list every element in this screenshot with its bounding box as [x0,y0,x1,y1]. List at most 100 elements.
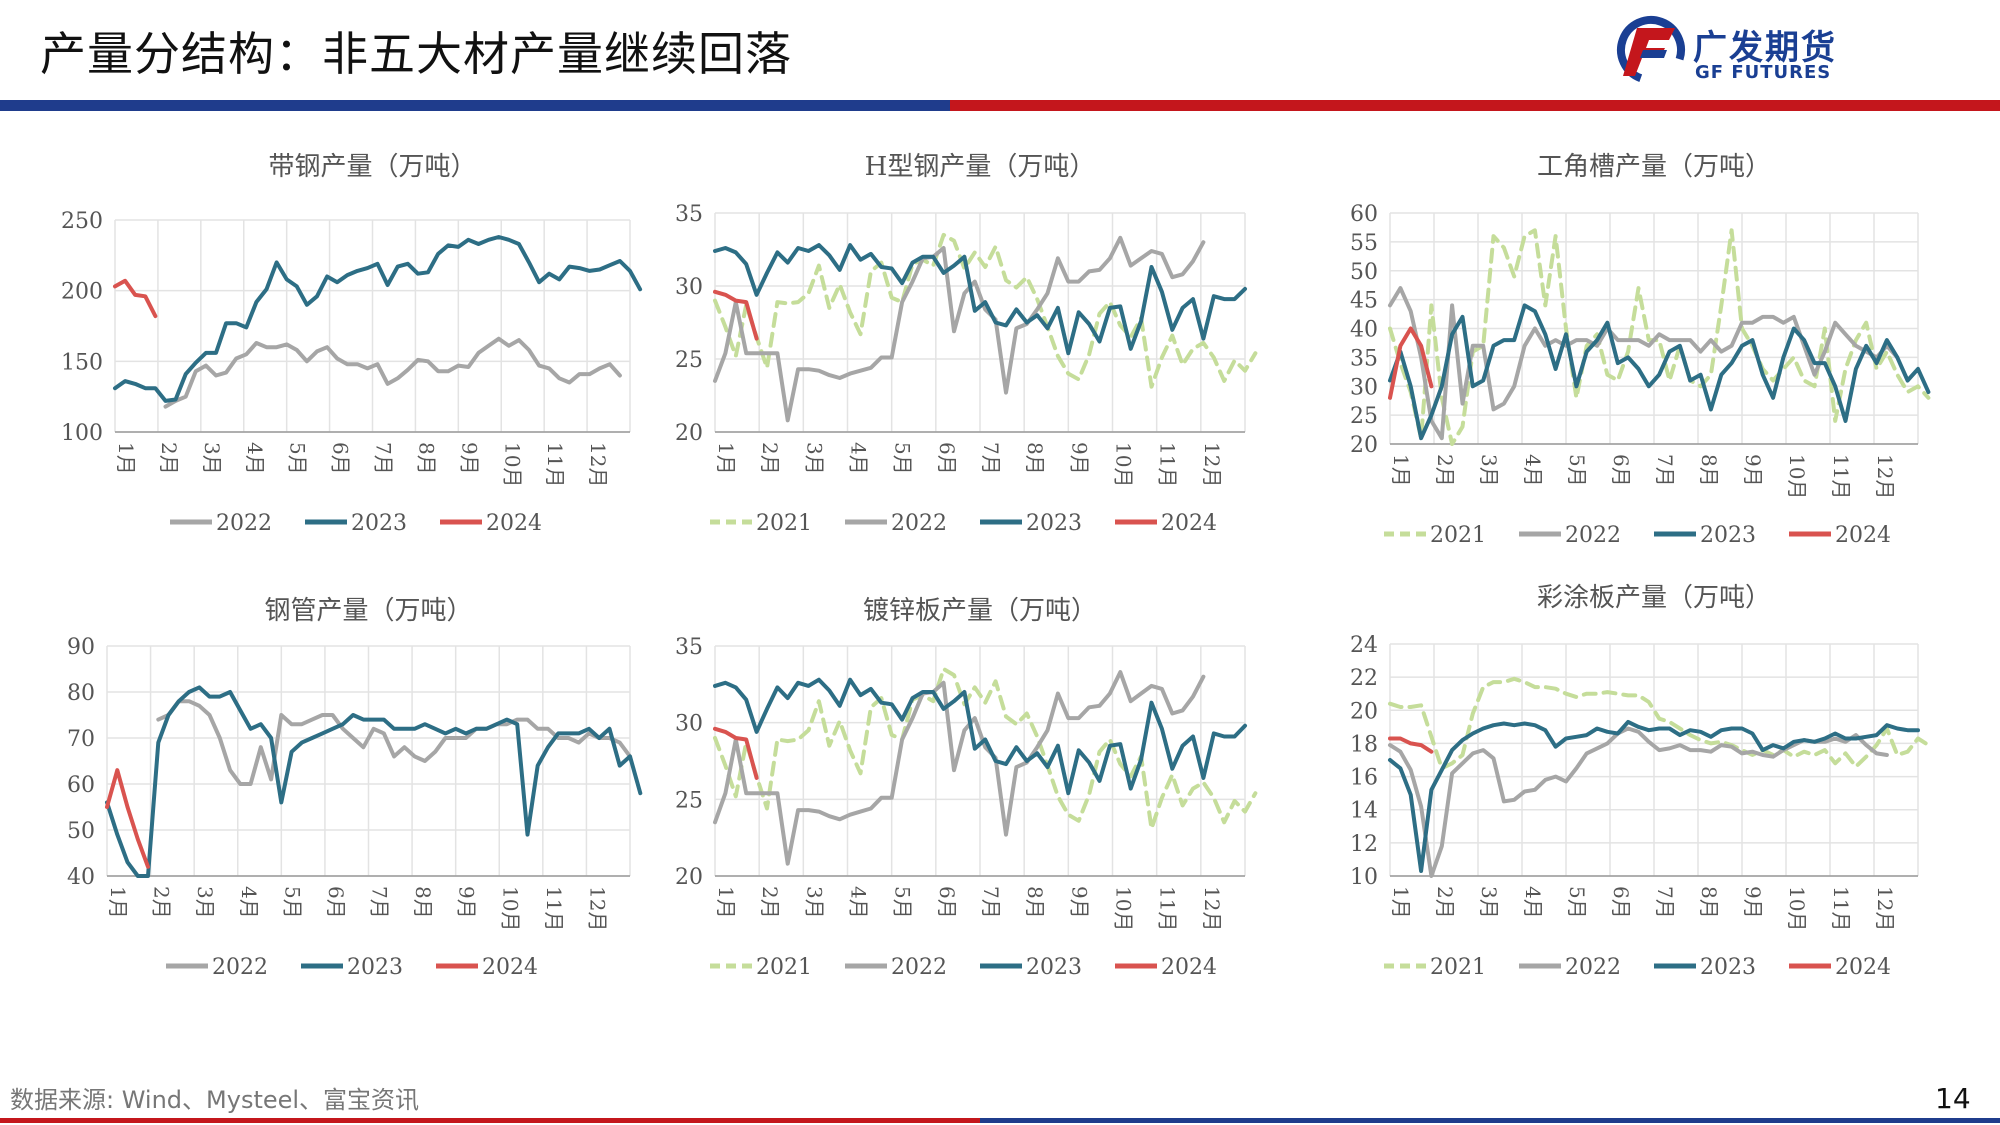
legend-label-2022: 2022 [212,955,268,980]
y-tick-label: 20 [1350,699,1378,724]
x-tick-label: 11月 [1829,886,1853,931]
x-tick-label: 12月 [585,886,609,931]
legend-label-2024: 2024 [482,955,538,980]
x-tick-label: 5月 [891,886,915,919]
y-tick-label: 25 [1350,404,1378,429]
x-tick-label: 11月 [1829,454,1853,499]
legend-label-2021: 2021 [1430,523,1486,548]
y-tick-label: 60 [67,773,95,798]
x-tick-label: 12月 [1873,886,1897,931]
x-tick-label: 9月 [1741,454,1765,487]
y-tick-label: 60 [1350,202,1378,227]
x-tick-label: 5月 [891,442,915,475]
chart-4: 钢管产量（万吨） 40 50 60 70 80 90 1月 2月 3月 4月 5月 6月 7月 8月 9月 10… [67,596,643,980]
x-tick-label: 4月 [237,886,261,919]
y-tick-label: 80 [67,681,95,706]
y-tick-label: 150 [61,350,103,375]
x-tick-label: 8月 [414,442,438,475]
series-line-2022 [156,699,632,786]
y-tick-label: 40 [67,865,95,890]
legend-label-2023: 2023 [1700,523,1756,548]
legend-label-2024: 2024 [486,511,542,536]
chart-title: 彩涂板产量（万吨） [1537,583,1771,613]
series-line-2022 [1388,286,1900,441]
x-tick-label: 12月 [1873,454,1897,499]
legend-label-2023: 2023 [347,955,403,980]
legend-label-2022: 2022 [1565,955,1621,980]
x-tick-label: 4月 [847,442,871,475]
chart-title: H型钢产量（万吨） [865,152,1096,182]
chart-3: 工角槽产量（万吨） 20 25 30 35 40 45 50 55 60 1月 2月 3月 4月 5月 6月 7… [1350,152,1931,548]
chart-title: 钢管产量（万吨） [264,596,472,626]
x-tick-label: 1月 [114,442,138,475]
x-tick-label: 6月 [324,886,348,919]
x-tick-label: 9月 [1067,442,1091,475]
series-line-2024 [1388,326,1434,400]
y-tick-label: 100 [61,421,103,446]
x-tick-label: 2月 [150,886,174,919]
x-tick-label: 10月 [500,442,524,487]
gf-logo-icon [1617,16,1685,84]
x-tick-label: 3月 [802,886,826,919]
page-number: 14 [1935,1082,1971,1115]
x-tick-label: 12月 [1200,442,1224,487]
series-line-2021 [713,232,1258,389]
legend-label-2023: 2023 [351,511,407,536]
chart-2: H型钢产量（万吨） 20 25 30 35 1月 2月 3月 4月 5月 6月 7月 8月 9月 10月 11… [675,152,1258,536]
x-tick-label: 10月 [498,886,522,931]
series-line-2023 [713,677,1247,796]
series-line-2023 [1388,303,1931,441]
x-tick-label: 3月 [200,442,224,475]
x-tick-label: 2月 [157,442,181,475]
x-tick-label: 10月 [1785,454,1809,499]
page-title: 产量分结构：非五大材产量继续回落 [40,27,792,81]
x-tick-label: 2月 [1433,454,1457,487]
legend-label-2024: 2024 [1835,955,1891,980]
x-tick-label: 10月 [1112,886,1136,931]
y-tick-label: 90 [67,635,95,660]
charts-area: 带钢产量（万吨） 100 150 200 250 1月 2月 3月 4月 5月 6月 7月 8月 9月 10… [61,152,1931,980]
x-tick-label: 8月 [1023,442,1047,475]
chart-title: 工角槽产量（万吨） [1537,152,1771,182]
y-tick-label: 35 [675,635,703,660]
x-tick-label: 7月 [1653,886,1677,919]
x-tick-label: 3月 [193,886,217,919]
y-tick-label: 70 [67,727,95,752]
y-tick-label: 10 [1350,865,1378,890]
x-tick-label: 11月 [543,442,567,487]
chart-1: 带钢产量（万吨） 100 150 200 250 1月 2月 3月 4月 5月 6月 7月 8月 9月 10… [61,152,643,536]
x-tick-label: 1月 [106,886,130,919]
legend-label-2024: 2024 [1161,511,1217,536]
x-tick-label: 1月 [1389,454,1413,487]
chart-title: 带钢产量（万吨） [268,152,476,182]
x-tick-label: 3月 [1477,454,1501,487]
y-tick-label: 24 [1350,633,1378,658]
x-tick-label: 7月 [1653,454,1677,487]
x-tick-label: 5月 [286,442,310,475]
y-tick-label: 50 [1350,260,1378,285]
x-tick-label: 6月 [935,442,959,475]
x-tick-label: 5月 [1565,454,1589,487]
x-tick-label: 6月 [1609,886,1633,919]
y-tick-label: 18 [1350,732,1378,757]
y-tick-label: 20 [675,865,703,890]
x-tick-label: 9月 [457,442,481,475]
logo-chinese-text: 广发期货 [1693,28,1837,68]
x-tick-label: 1月 [1389,886,1413,919]
legend-label-2022: 2022 [891,511,947,536]
footer-divider [0,1118,2000,1123]
x-tick-label: 10月 [1112,442,1136,487]
y-tick-label: 35 [1350,346,1378,371]
x-tick-label: 12月 [586,442,610,487]
legend-label-2023: 2023 [1026,955,1082,980]
y-tick-label: 20 [675,421,703,446]
x-tick-label: 6月 [1609,454,1633,487]
x-tick-label: 12月 [1200,886,1224,931]
x-tick-label: 11月 [542,886,566,931]
legend-label-2022: 2022 [216,511,272,536]
x-tick-label: 6月 [329,442,353,475]
x-tick-label: 2月 [1433,886,1457,919]
series-line-2022 [163,336,622,409]
y-tick-label: 50 [67,819,95,844]
legend-label-2023: 2023 [1700,955,1756,980]
